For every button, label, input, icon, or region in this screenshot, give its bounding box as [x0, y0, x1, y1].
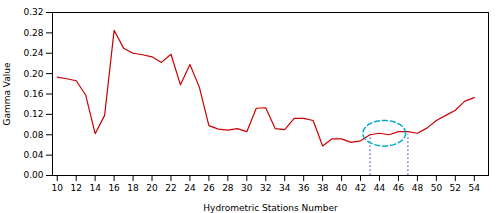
svg-text:0.04: 0.04: [23, 150, 43, 160]
svg-text:Gamma Value: Gamma Value: [2, 62, 12, 126]
svg-text:26: 26: [203, 183, 215, 193]
svg-text:12: 12: [70, 183, 81, 193]
svg-text:32: 32: [260, 183, 271, 193]
svg-text:18: 18: [127, 183, 139, 193]
svg-text:36: 36: [298, 183, 310, 193]
svg-text:Hydrometric Stations Number: Hydrometric Stations Number: [203, 203, 338, 213]
svg-text:44: 44: [374, 183, 386, 193]
svg-text:0.00: 0.00: [23, 170, 43, 180]
svg-text:0.32: 0.32: [23, 7, 43, 17]
svg-text:54: 54: [469, 183, 481, 193]
svg-text:14: 14: [89, 183, 101, 193]
svg-text:16: 16: [108, 183, 120, 193]
svg-text:50: 50: [431, 183, 443, 193]
svg-text:52: 52: [450, 183, 461, 193]
svg-text:0.12: 0.12: [23, 109, 43, 119]
svg-text:48: 48: [412, 183, 424, 193]
svg-text:46: 46: [393, 183, 405, 193]
svg-text:30: 30: [241, 183, 253, 193]
svg-text:34: 34: [279, 183, 291, 193]
svg-text:42: 42: [355, 183, 366, 193]
svg-text:0.20: 0.20: [23, 69, 43, 79]
svg-text:38: 38: [317, 183, 329, 193]
svg-text:10: 10: [52, 183, 64, 193]
svg-text:40: 40: [336, 183, 348, 193]
svg-text:22: 22: [165, 183, 176, 193]
svg-text:0.16: 0.16: [23, 89, 43, 99]
svg-text:28: 28: [222, 183, 234, 193]
svg-text:20: 20: [146, 183, 158, 193]
svg-text:0.28: 0.28: [23, 28, 43, 38]
svg-text:24: 24: [184, 183, 196, 193]
svg-text:0.24: 0.24: [23, 48, 43, 58]
svg-text:0.08: 0.08: [23, 130, 43, 140]
